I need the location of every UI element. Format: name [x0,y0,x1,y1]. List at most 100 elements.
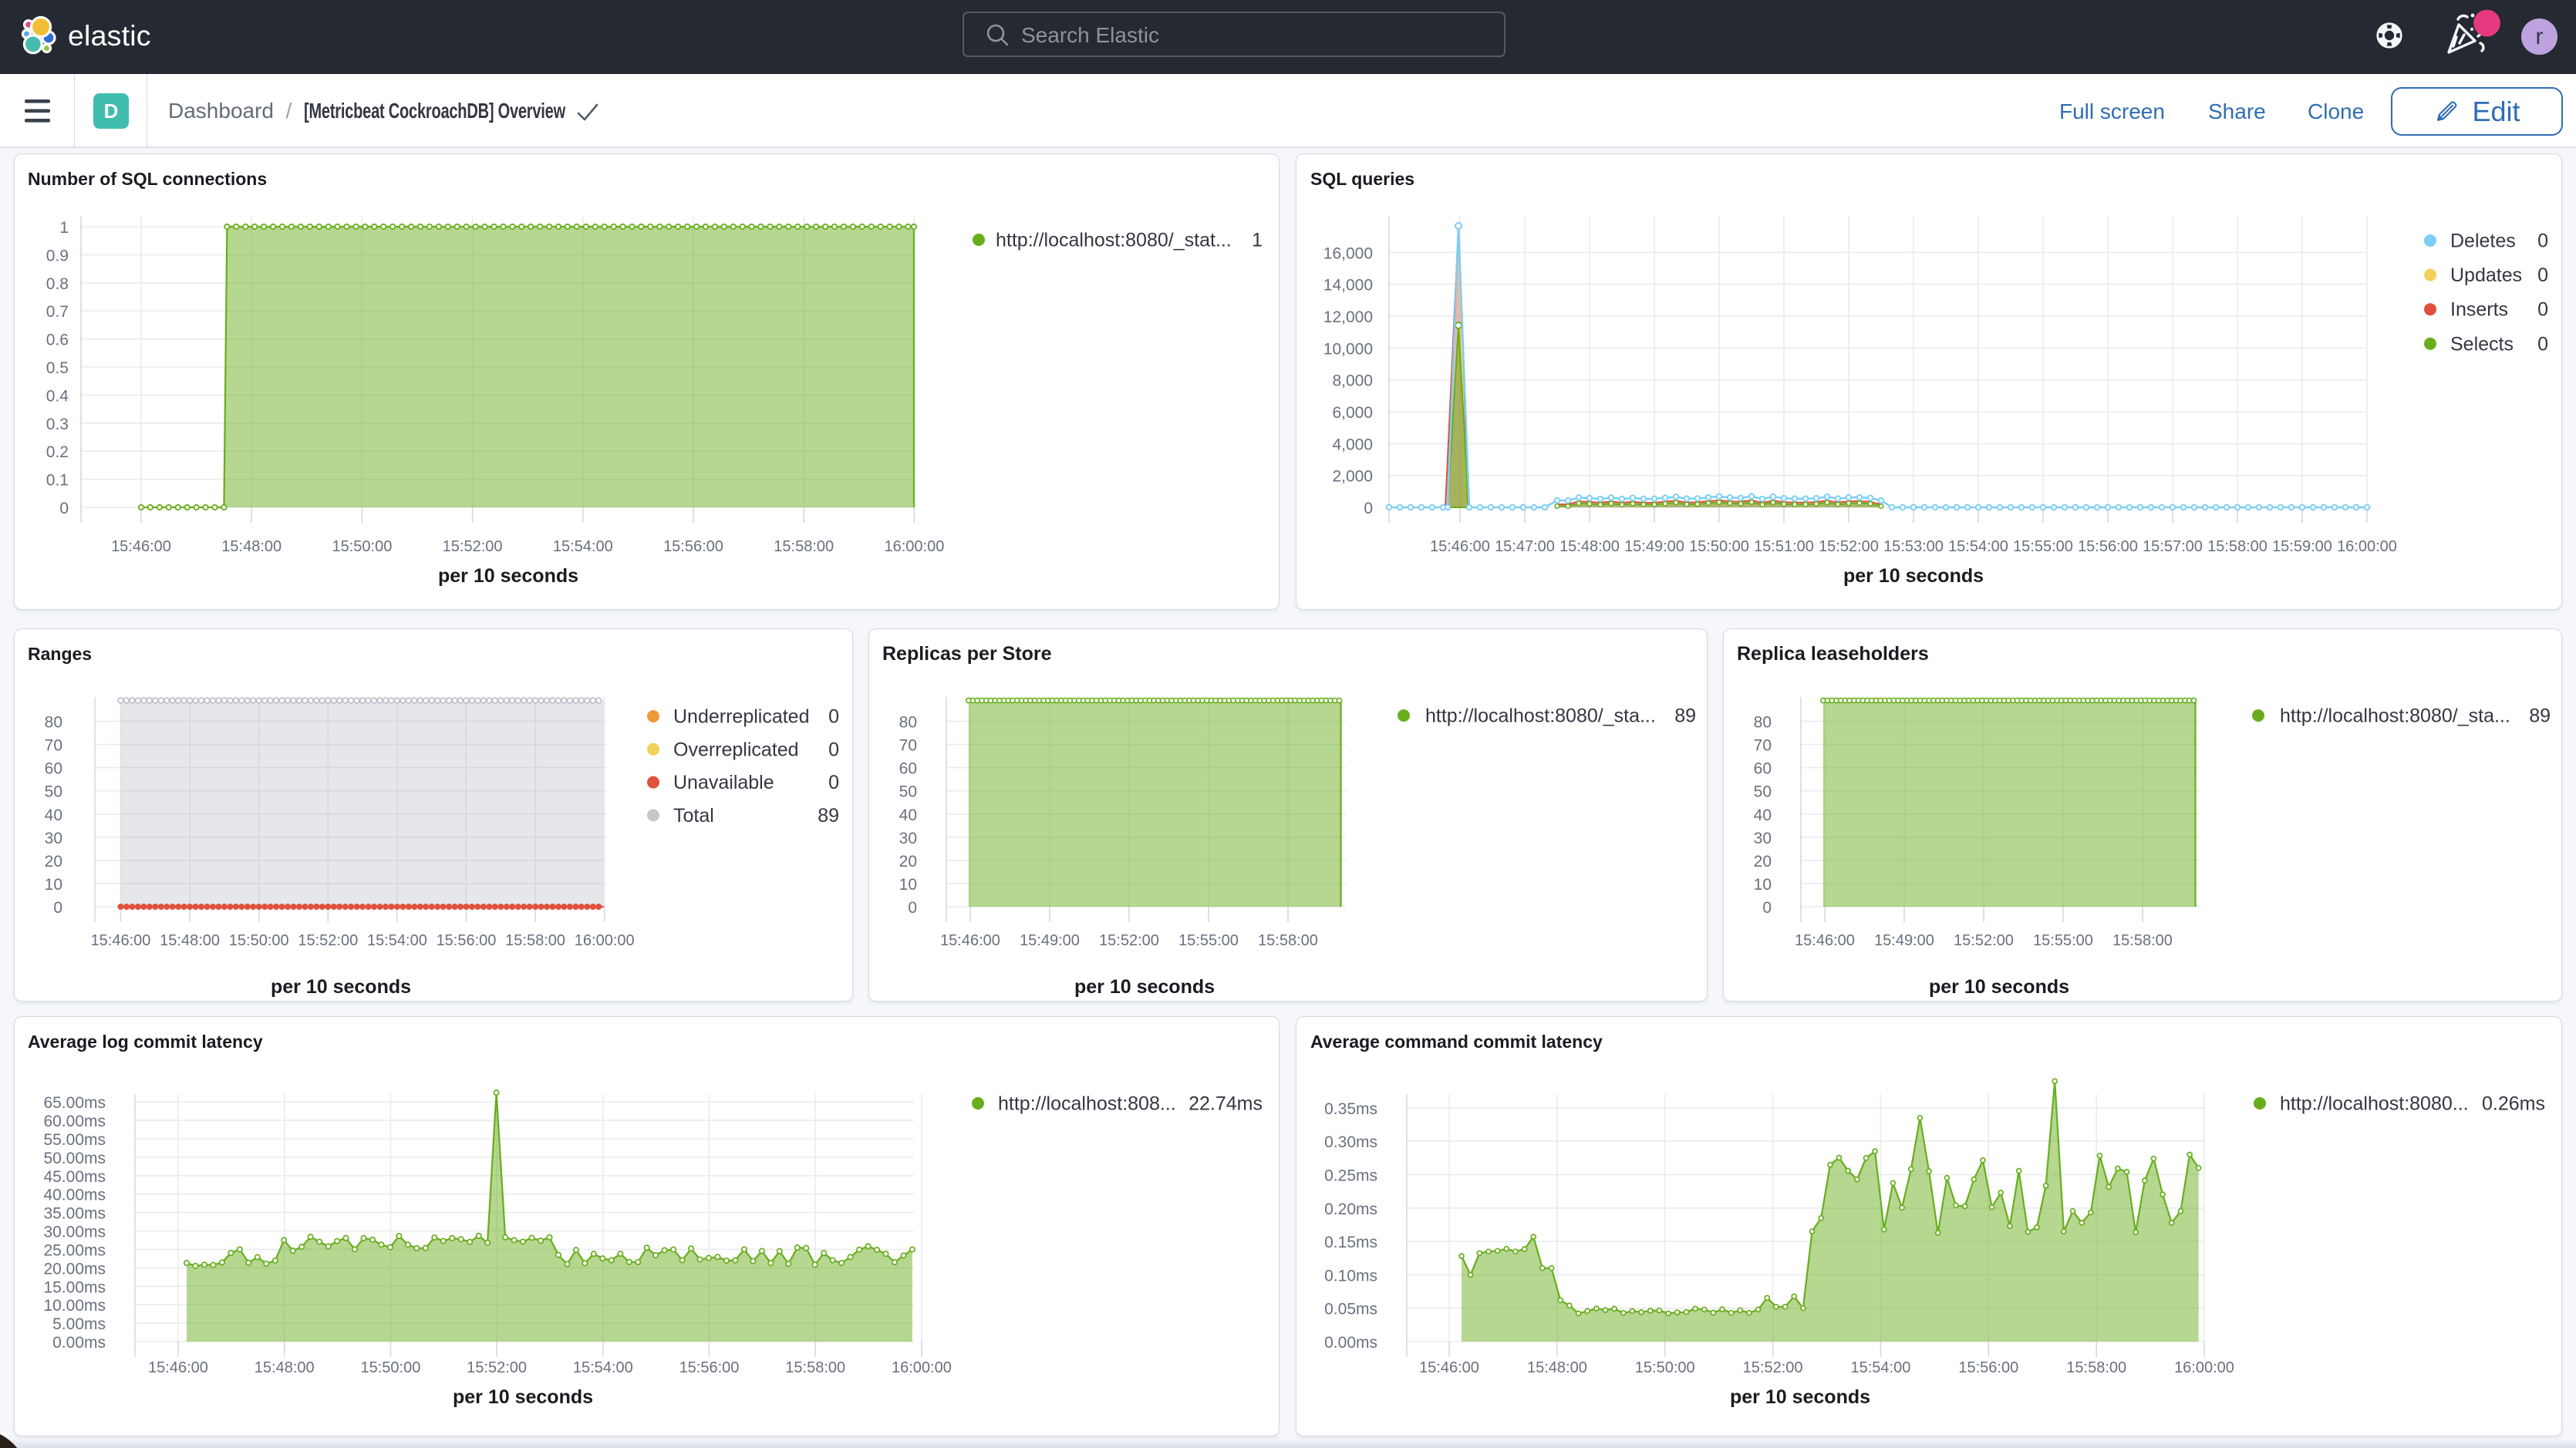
svg-text:15:53:00: 15:53:00 [1883,538,1944,555]
svg-text:15:50:00: 15:50:00 [332,538,392,555]
svg-text:Number of SQL connections: Number of SQL connections [28,169,267,189]
svg-text:60: 60 [45,760,62,778]
svg-text:35.00ms: 35.00ms [43,1205,106,1223]
svg-text:0.25ms: 0.25ms [1324,1167,1377,1184]
svg-text:0: 0 [2537,299,2548,321]
svg-text:15:52:00: 15:52:00 [1954,932,2014,949]
svg-text:Deletes: Deletes [2450,231,2516,252]
svg-text:Unavailable: Unavailable [673,772,774,793]
svg-text:15:47:00: 15:47:00 [1495,538,1555,555]
svg-text:0.00ms: 0.00ms [52,1334,106,1352]
svg-text:0.26ms: 0.26ms [2482,1093,2545,1115]
svg-text:0.35ms: 0.35ms [1324,1100,1377,1118]
svg-text:per 10 seconds: per 10 seconds [1730,1386,1870,1408]
svg-text:http://localhost:8080/_sta...: http://localhost:8080/_sta... [1425,705,1656,727]
svg-text:50: 50 [45,783,62,801]
svg-text:15:58:00: 15:58:00 [785,1359,845,1376]
svg-text:16:00:00: 16:00:00 [892,1359,952,1376]
svg-text:Replica leaseholders: Replica leaseholders [1737,643,1929,665]
svg-text:0: 0 [2537,333,2548,355]
svg-text:30: 30 [899,830,917,847]
svg-text:0.4: 0.4 [46,387,69,405]
svg-text:0.8: 0.8 [46,275,69,293]
svg-text:15:56:00: 15:56:00 [2078,538,2138,555]
svg-text:6,000: 6,000 [1332,404,1373,422]
svg-text:per 10 seconds: per 10 seconds [1843,565,1984,587]
svg-text:15:58:00: 15:58:00 [2112,932,2173,949]
svg-text:0.00ms: 0.00ms [1324,1334,1377,1352]
svg-text:2,000: 2,000 [1332,468,1373,486]
svg-text:per 10 seconds: per 10 seconds [453,1386,593,1408]
svg-text:0.9: 0.9 [46,247,69,264]
svg-text:Inserts: Inserts [2450,299,2508,321]
svg-text:30: 30 [1754,830,1772,847]
svg-text:70: 70 [899,737,917,755]
svg-text:80: 80 [1754,714,1772,732]
svg-text:1: 1 [59,219,69,237]
svg-text:55.00ms: 55.00ms [43,1131,106,1149]
svg-text:50.00ms: 50.00ms [43,1150,106,1167]
svg-text:15:48:00: 15:48:00 [1527,1359,1587,1376]
svg-text:15:58:00: 15:58:00 [2066,1359,2126,1376]
svg-text:15:58:00: 15:58:00 [1258,932,1318,949]
svg-text:60: 60 [1754,760,1772,778]
svg-text:15:52:00: 15:52:00 [1743,1359,1803,1376]
svg-text:15:46:00: 15:46:00 [1419,1359,1479,1376]
svg-text:15:46:00: 15:46:00 [148,1359,208,1376]
svg-text:15:56:00: 15:56:00 [1958,1359,2018,1376]
svg-text:8,000: 8,000 [1332,372,1373,390]
svg-text:15:57:00: 15:57:00 [2143,538,2203,555]
svg-text:per 10 seconds: per 10 seconds [1929,976,2069,998]
svg-text:per 10 seconds: per 10 seconds [1074,976,1215,998]
svg-text:http://localhost:8080/_stat...: http://localhost:8080/_stat... [996,230,1232,251]
svg-text:15:46:00: 15:46:00 [1430,538,1490,555]
svg-text:0: 0 [908,899,917,917]
svg-text:per 10 seconds: per 10 seconds [271,976,411,998]
svg-text:15:54:00: 15:54:00 [1948,538,2008,555]
svg-text:15:52:00: 15:52:00 [1819,538,1879,555]
svg-text:0.30ms: 0.30ms [1324,1133,1377,1151]
svg-text:70: 70 [1754,737,1772,755]
svg-text:15:55:00: 15:55:00 [2033,932,2093,949]
svg-text:http://localhost:808...: http://localhost:808... [998,1093,1176,1115]
svg-text:30.00ms: 30.00ms [43,1224,106,1241]
svg-text:10: 10 [1754,876,1772,894]
svg-text:0.10ms: 0.10ms [1324,1267,1377,1285]
svg-text:22.74ms: 22.74ms [1189,1093,1263,1115]
svg-text:0: 0 [828,706,839,728]
svg-text:15:56:00: 15:56:00 [663,538,723,555]
svg-text:14,000: 14,000 [1323,277,1373,295]
svg-text:60: 60 [899,760,917,778]
svg-text:15:50:00: 15:50:00 [1689,538,1749,555]
svg-text:15:54:00: 15:54:00 [553,538,613,555]
svg-text:0.05ms: 0.05ms [1324,1301,1377,1318]
svg-text:15:59:00: 15:59:00 [2272,538,2332,555]
svg-text:0: 0 [828,739,839,760]
svg-text:0: 0 [53,899,62,917]
svg-text:10,000: 10,000 [1323,340,1373,358]
svg-text:0.7: 0.7 [46,303,69,321]
svg-text:15:46:00: 15:46:00 [940,932,1000,949]
svg-text:40.00ms: 40.00ms [43,1187,106,1204]
svg-text:15:49:00: 15:49:00 [1624,538,1684,555]
svg-text:5.00ms: 5.00ms [52,1315,106,1333]
svg-text:40: 40 [899,807,917,824]
svg-text:Total: Total [673,805,714,827]
svg-text:15:50:00: 15:50:00 [360,1359,420,1376]
svg-text:15:55:00: 15:55:00 [2013,538,2073,555]
svg-text:0.20ms: 0.20ms [1324,1200,1377,1218]
svg-text:15:49:00: 15:49:00 [1874,932,1934,949]
svg-text:15:52:00: 15:52:00 [467,1359,527,1376]
svg-text:80: 80 [45,714,62,732]
svg-text:0: 0 [2537,264,2548,286]
svg-text:15:54:00: 15:54:00 [573,1359,633,1376]
svg-text:10.00ms: 10.00ms [43,1297,106,1315]
svg-text:1: 1 [1252,230,1263,251]
svg-text:20.00ms: 20.00ms [43,1260,106,1278]
svg-text:15:54:00: 15:54:00 [367,932,427,949]
svg-text:40: 40 [45,807,62,824]
svg-text:60.00ms: 60.00ms [43,1113,106,1130]
svg-text:0.5: 0.5 [46,359,69,377]
svg-text:20: 20 [45,853,62,870]
svg-text:15:49:00: 15:49:00 [1020,932,1080,949]
